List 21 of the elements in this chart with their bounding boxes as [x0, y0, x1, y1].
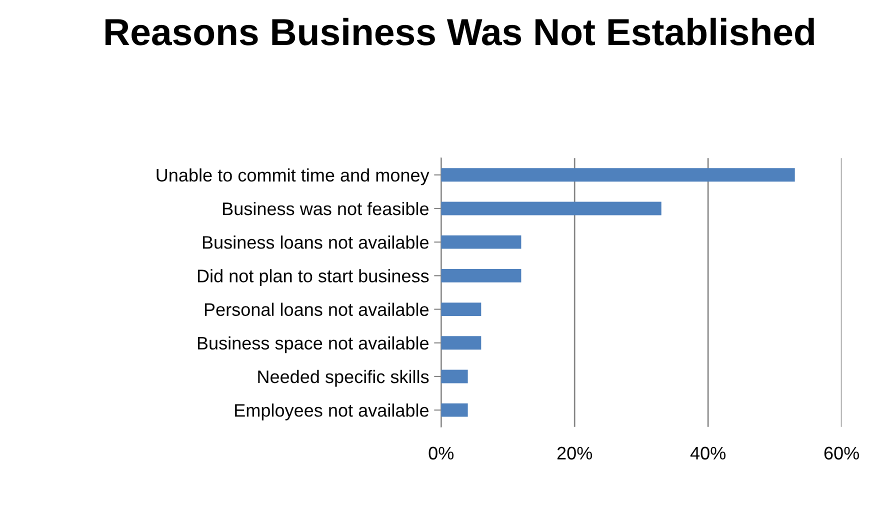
bar — [441, 370, 468, 384]
bar — [441, 235, 522, 249]
y-tick-label: Business space not available — [198, 336, 429, 354]
x-tick-label: 40% — [690, 446, 726, 460]
bar — [441, 403, 468, 417]
y-tick-label: Business loans not available — [202, 236, 429, 249]
y-tick-label: Unable to commit time and money — [156, 168, 430, 186]
x-tick-label: 60% — [824, 446, 859, 460]
bar — [441, 268, 522, 282]
y-tick-label: Personal loans not available — [204, 302, 429, 316]
y-tick-label: Did not plan to start business — [198, 269, 429, 286]
y-tick-label: Business was not feasible — [223, 202, 429, 216]
bar — [441, 168, 795, 182]
bar — [441, 202, 662, 216]
x-tick-label: 20% — [557, 446, 592, 460]
chart-title: Reasons Business Was Not Established — [106, 18, 814, 46]
bar — [441, 336, 482, 350]
y-tick-label: Needed specific skills — [258, 370, 429, 387]
bar — [441, 302, 482, 316]
y-tick-label: Employees not available — [235, 404, 429, 420]
x-tick-label: 0% — [428, 446, 454, 460]
